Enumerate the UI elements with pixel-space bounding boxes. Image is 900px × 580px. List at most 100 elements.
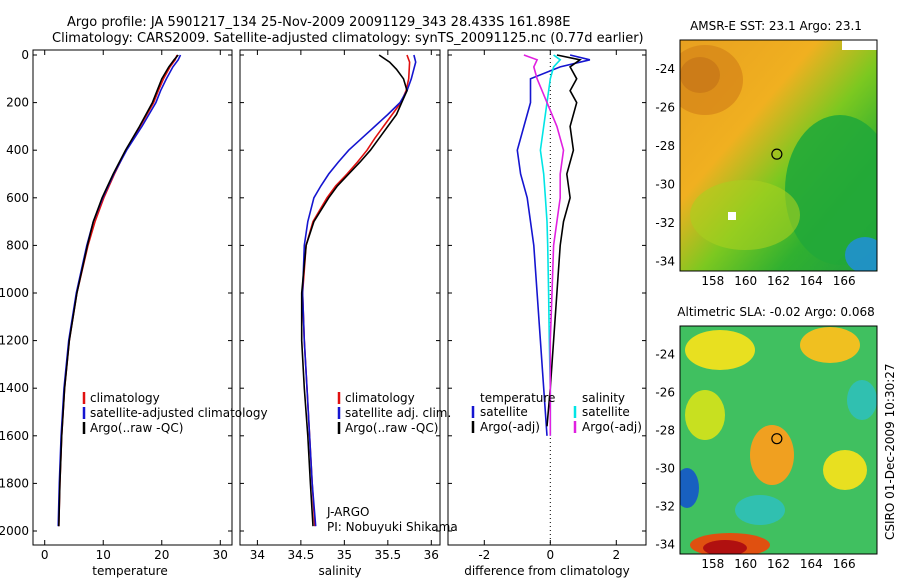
y-tick-label: 1800	[0, 476, 29, 490]
difference-panel	[447, 49, 647, 546]
difference-xlabel: difference from climatology	[464, 564, 630, 578]
x-tick-label: -2	[478, 548, 490, 562]
map-x-tick-label: 160	[734, 557, 757, 571]
y-tick-label: 1000	[0, 286, 29, 300]
map-x-tick-label: 166	[833, 557, 856, 571]
map-x-tick-label: 164	[800, 557, 823, 571]
map-x-tick-label: 158	[701, 274, 724, 288]
map-y-tick-label: -32	[655, 500, 675, 514]
sla-high	[750, 425, 794, 485]
legend-label: Argo(-adj)	[480, 420, 540, 434]
x-tick-label: 0	[41, 548, 49, 562]
map-y-tick-label: -26	[655, 100, 675, 114]
x-tick-label: 20	[154, 548, 169, 562]
header-line1: Argo profile: JA 5901217_134 25-Nov-2009…	[67, 15, 571, 30]
series-line-climatology	[301, 54, 411, 527]
map-x-tick-label: 162	[767, 557, 790, 571]
map-y-tick-label: -34	[655, 254, 675, 268]
legend-label: satellite	[480, 405, 528, 419]
land-mask	[842, 40, 877, 50]
sla-map-frame	[679, 325, 878, 555]
y-tick-label: 1200	[0, 334, 29, 348]
sst-map	[680, 40, 877, 271]
temperature-panel	[32, 49, 233, 546]
y-tick-label: 2000	[0, 524, 29, 538]
map-x-tick-label: 166	[833, 274, 856, 288]
sla-peak	[703, 540, 747, 554]
argo-position-marker	[771, 433, 783, 445]
legend-label: satellite-adjusted climatology	[90, 406, 268, 420]
map-y-tick-label: -32	[655, 216, 675, 230]
series-line-satellite-adjusted-climatology	[57, 54, 182, 527]
map-x-tick-label: 162	[767, 274, 790, 288]
x-tick-label: 30	[213, 548, 228, 562]
y-tick-label: 1600	[0, 429, 29, 443]
series-line-satellite	[516, 54, 591, 436]
land-mask	[728, 212, 736, 220]
sla-high	[800, 327, 860, 363]
legend-header-salinity: salinity	[582, 391, 625, 405]
map-y-tick-label: -24	[655, 348, 675, 362]
argo-position-marker	[771, 148, 783, 160]
x-tick-label: 34	[250, 548, 265, 562]
series-line-argo-adj-	[523, 54, 565, 436]
map-y-tick-label: -28	[655, 424, 675, 438]
series-line-satellite-adj-clim-	[301, 54, 417, 527]
map-x-tick-label: 164	[800, 274, 823, 288]
series-line-argo-adj-	[546, 54, 582, 427]
x-tick-label: 35.5	[374, 548, 401, 562]
salinity-legend: climatology satellite adj. clim. Argo(..…	[337, 391, 451, 435]
sla-low	[680, 468, 699, 508]
annotation-pi: PI: Nobuyuki Shikama	[327, 520, 458, 534]
legend-label: satellite	[582, 405, 630, 419]
x-tick-label: 0	[546, 548, 554, 562]
y-tick-label: 200	[6, 96, 29, 110]
x-tick-label: 35	[337, 548, 352, 562]
x-tick-label: 36	[424, 548, 439, 562]
header-line2: Climatology: CARS2009. Satellite-adjuste…	[52, 31, 644, 46]
cool-patch	[845, 237, 877, 271]
sst-map-title: AMSR-E SST: 23.1 Argo: 23.1	[690, 19, 862, 33]
x-tick-label: 34.5	[288, 548, 315, 562]
mid-patch	[690, 180, 800, 250]
y-tick-label: 0	[21, 48, 29, 62]
side-label: CSIRO 01-Dec-2009 10:30:27	[883, 363, 897, 540]
sla-low	[735, 495, 785, 525]
map-x-tick-label: 158	[701, 557, 724, 571]
legend-header-temperature: temperature	[480, 391, 555, 405]
y-tick-label: 400	[6, 143, 29, 157]
legend-label: Argo(-adj)	[582, 420, 642, 434]
series-line-argo-raw-qc-	[58, 54, 179, 527]
cool-patch	[785, 115, 877, 265]
map-y-tick-label: -34	[655, 538, 675, 552]
series-line-satellite	[539, 54, 562, 436]
legend-label: Argo(..raw -QC)	[90, 421, 183, 435]
legend-label: satellite adj. clim.	[345, 406, 451, 420]
sla-high	[685, 330, 755, 370]
sla-map	[680, 326, 877, 554]
annotation-program: J-ARGO	[326, 505, 369, 519]
sla-high	[823, 450, 867, 490]
map-x-tick-label: 160	[734, 274, 757, 288]
x-tick-label: 2	[612, 548, 620, 562]
map-y-tick-label: -24	[655, 62, 675, 76]
sla-low	[847, 380, 877, 420]
map-y-tick-label: -30	[655, 462, 675, 476]
warm-patch	[680, 57, 720, 93]
sst-map-frame	[679, 39, 878, 272]
y-tick-label: 800	[6, 238, 29, 252]
temperature-legend: climatology satellite-adjusted climatolo…	[82, 391, 268, 435]
legend-label: climatology	[345, 391, 415, 405]
map-y-tick-label: -28	[655, 139, 675, 153]
sla-high	[685, 390, 725, 440]
legend-label: Argo(..raw -QC)	[345, 421, 438, 435]
map-y-tick-label: -30	[655, 177, 675, 191]
x-tick-label: 10	[96, 548, 111, 562]
salinity-xlabel: salinity	[318, 564, 361, 578]
salinity-panel	[239, 49, 441, 546]
map-y-tick-label: -26	[655, 386, 675, 400]
difference-legend: temperature salinity satellite Argo(-adj…	[471, 391, 642, 434]
temperature-xlabel: temperature	[92, 564, 167, 578]
sla-map-title: Altimetric SLA: -0.02 Argo: 0.068	[677, 305, 874, 319]
